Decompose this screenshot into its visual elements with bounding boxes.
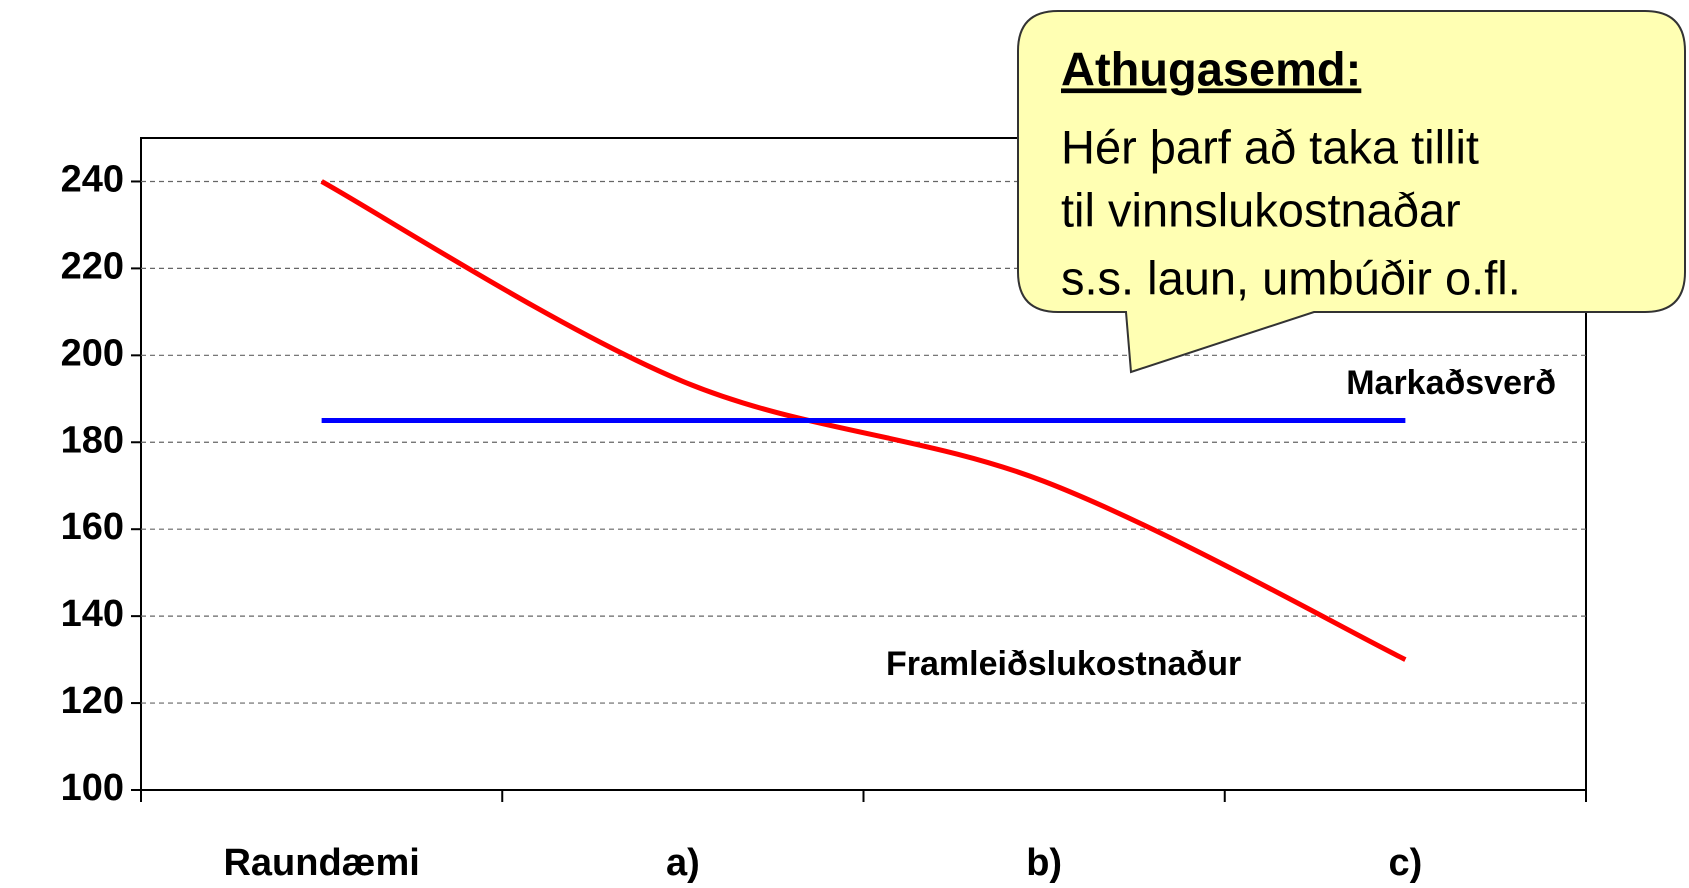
x-tick-label: a) <box>666 842 700 884</box>
series-label: Markaðsverð <box>1346 364 1556 402</box>
y-tick-label: 160 <box>61 506 124 548</box>
callout-text: til vinnslukostnaðar <box>1061 183 1461 236</box>
y-tick-label: 100 <box>61 767 124 809</box>
callout-text: s.s. laun, umbúðir o.fl. <box>1061 251 1521 304</box>
series-label: Framleiðslukostnaður <box>886 645 1241 683</box>
y-tick-label: 200 <box>61 332 124 374</box>
callout-title: Athugasemd: <box>1061 42 1361 95</box>
callout-text: Hér þarf að taka tillit <box>1061 120 1479 173</box>
y-tick-label: 120 <box>61 680 124 722</box>
series-line <box>320 179 1407 662</box>
callout-bubble <box>1017 10 1686 374</box>
y-tick-label: 240 <box>61 158 124 200</box>
y-tick-label: 180 <box>61 419 124 461</box>
x-tick-label: Raundæmi <box>223 842 419 884</box>
callout: Athugasemd: Hér þarf að taka tillit til vi… <box>1017 10 1686 374</box>
y-tick-label: 220 <box>61 245 124 287</box>
x-tick-label: b) <box>1026 842 1062 884</box>
y-tick-label: 140 <box>61 593 124 635</box>
x-tick-label: c) <box>1388 842 1422 884</box>
